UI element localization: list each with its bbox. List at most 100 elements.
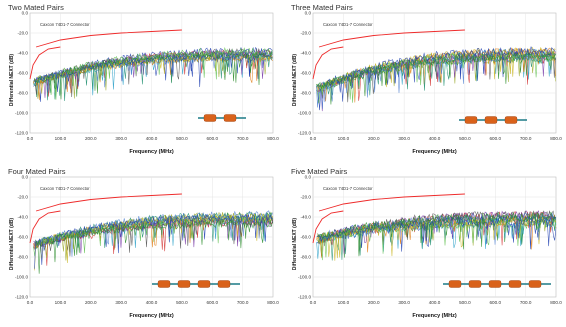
y-tick-label: -120.0 [15, 131, 28, 136]
x-tick-label: 300.0 [115, 136, 127, 141]
connector-body [468, 280, 482, 288]
chart-title: Three Mated Pairs [291, 3, 353, 12]
series-line [34, 49, 273, 100]
y-tick-label: -80.0 [301, 255, 312, 260]
connector-diagram [198, 114, 246, 122]
chart-panel-three-mated-pairs: 0.0 100.0 200.0 300.0 400.0 500.0 600.0 700.0 80… [283, 0, 566, 163]
limit-line [29, 46, 61, 80]
y-tick-label: -20.0 [18, 31, 29, 36]
connector-body [197, 280, 211, 288]
x-tick-label: 800.0 [550, 300, 562, 305]
y-axis-label: Differential NEXT (dB) [292, 217, 298, 271]
x-tick-label: 800.0 [267, 300, 279, 305]
y-tick-label: 0.0 [22, 175, 29, 180]
chart-title: Five Mated Pairs [291, 167, 348, 176]
x-tick-label: 100.0 [55, 136, 67, 141]
connector-body [508, 280, 522, 288]
y-tick-label: -60.0 [18, 71, 29, 76]
limit-line [35, 193, 182, 212]
connector-body [448, 280, 462, 288]
y-tick-label: -40.0 [18, 215, 29, 220]
x-tick-label: 600.0 [490, 300, 502, 305]
x-axis-label: Frequency (MHz) [129, 149, 174, 155]
y-tick-label: -120.0 [298, 131, 311, 136]
x-tick-label: 500.0 [176, 136, 188, 141]
chart-note: Caxcon 74D1-7 Connector [40, 22, 90, 27]
y-tick-label: -40.0 [18, 51, 29, 56]
x-axis-label: Frequency (MHz) [412, 149, 457, 155]
y-tick-label: -80.0 [18, 255, 29, 260]
chart-panel-five-mated-pairs: 0.0 100.0 200.0 300.0 400.0 500.0 600.0 700.0 80… [283, 164, 566, 327]
x-tick-label: 600.0 [207, 300, 219, 305]
limit-line [312, 46, 344, 80]
chart-title: Two Mated Pairs [8, 3, 64, 12]
chart-note: Caxcon 74D1-7 Connector [40, 186, 90, 191]
x-tick-label: 700.0 [520, 136, 532, 141]
x-tick-label: 700.0 [237, 300, 249, 305]
limit-line [312, 210, 344, 244]
x-tick-label: 300.0 [115, 300, 127, 305]
connector-body [504, 116, 518, 124]
y-tick-label: -60.0 [301, 235, 312, 240]
y-tick-label: 0.0 [305, 175, 312, 180]
connector-body [528, 280, 542, 288]
y-tick-label: -120.0 [298, 295, 311, 300]
limit-line [318, 193, 465, 212]
connector-body [488, 280, 502, 288]
y-tick-label: -80.0 [301, 91, 312, 96]
x-tick-label: 0.0 [310, 136, 317, 141]
x-tick-label: 800.0 [550, 136, 562, 141]
connector-body [203, 114, 217, 122]
chart-note: Caxcon 74D1-7 Connector [323, 22, 373, 27]
x-tick-label: 600.0 [490, 136, 502, 141]
x-tick-label: 500.0 [459, 300, 471, 305]
y-tick-label: -40.0 [301, 215, 312, 220]
y-tick-label: -100.0 [15, 111, 28, 116]
x-tick-label: 100.0 [338, 300, 350, 305]
x-tick-label: 500.0 [176, 300, 188, 305]
chart-svg: 0.0 100.0 200.0 300.0 400.0 500.0 600.0 700.0 80… [15, 11, 279, 141]
series-line [34, 213, 273, 269]
y-tick-label: 0.0 [22, 11, 29, 16]
connector-diagram [152, 280, 240, 288]
series-line [316, 52, 556, 90]
chart-panel-four-mated-pairs: 0.0 100.0 200.0 300.0 400.0 500.0 600.0 700.0 80… [0, 164, 283, 327]
y-tick-label: -60.0 [18, 235, 29, 240]
y-tick-label: -80.0 [18, 91, 29, 96]
x-tick-label: 400.0 [429, 300, 441, 305]
x-tick-label: 500.0 [459, 136, 471, 141]
chart-title: Four Mated Pairs [8, 167, 66, 176]
x-tick-label: 600.0 [207, 136, 219, 141]
x-tick-label: 200.0 [368, 136, 380, 141]
y-axis-label: Differential NEXT (dB) [9, 217, 15, 271]
x-tick-label: 200.0 [85, 136, 97, 141]
y-tick-label: -60.0 [301, 71, 312, 76]
x-axis-label: Frequency (MHz) [129, 313, 174, 319]
connector-diagram [443, 280, 551, 288]
chart-svg: 0.0 100.0 200.0 300.0 400.0 500.0 600.0 700.0 80… [298, 175, 562, 305]
y-axis-label: Differential NEXT (dB) [292, 53, 298, 107]
x-axis-label: Frequency (MHz) [412, 313, 457, 319]
x-tick-label: 200.0 [368, 300, 380, 305]
x-tick-label: 0.0 [310, 300, 317, 305]
series-line [316, 215, 557, 250]
x-tick-label: 700.0 [237, 136, 249, 141]
connector-body [223, 114, 237, 122]
y-tick-label: -40.0 [301, 51, 312, 56]
y-tick-label: -120.0 [15, 295, 28, 300]
connector-diagram [459, 116, 527, 124]
x-tick-label: 400.0 [146, 300, 158, 305]
x-tick-label: 400.0 [429, 136, 441, 141]
x-tick-label: 800.0 [267, 136, 279, 141]
connector-body [177, 280, 191, 288]
series-line [316, 52, 556, 109]
limit-line [35, 29, 182, 48]
x-tick-label: 100.0 [55, 300, 67, 305]
y-tick-label: 0.0 [305, 11, 312, 16]
limit-line [29, 210, 61, 244]
y-tick-label: -100.0 [298, 275, 311, 280]
x-tick-label: 300.0 [398, 136, 410, 141]
x-tick-label: 100.0 [338, 136, 350, 141]
x-tick-label: 0.0 [27, 136, 34, 141]
x-tick-label: 200.0 [85, 300, 97, 305]
